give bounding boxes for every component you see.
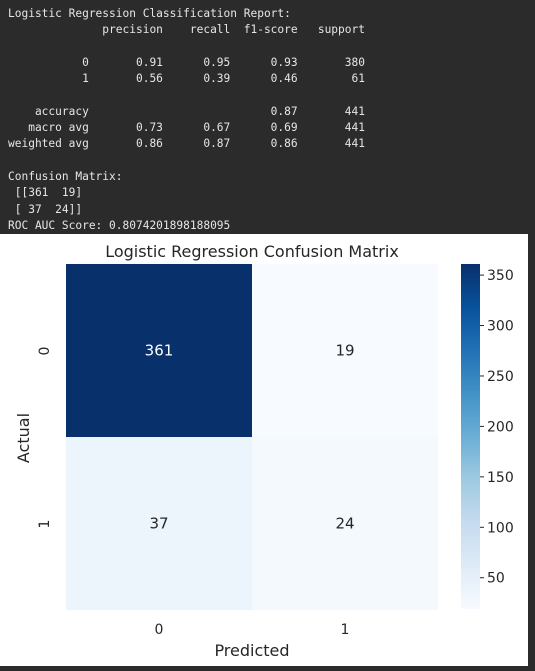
colorbar-tick-label-4: 150 <box>487 470 514 486</box>
colorbar-tick-label-5: 100 <box>487 520 514 536</box>
chart-title: Logistic Regression Confusion Matrix <box>105 242 399 261</box>
heatmap-cells <box>66 264 438 610</box>
colorbar-tick-label-3: 200 <box>487 419 514 435</box>
y-tick-label-0: 0 <box>37 347 53 356</box>
colorbar-ticks: 350 300 250 200 150 100 50 <box>480 268 514 587</box>
heatmap-cell-r0-c0 <box>66 264 252 437</box>
y-axis-label: Actual <box>14 413 33 463</box>
confusion-matrix-figure: Logistic Regression Confusion Matrix 361… <box>0 234 528 666</box>
colorbar-tick-label-0: 350 <box>487 268 514 284</box>
x-tick-label-1: 1 <box>341 622 350 638</box>
heatmap-cell-r0-c1 <box>252 264 438 437</box>
heatmap-cell-r1-c1 <box>252 437 438 610</box>
heatmap-value-r0-c1: 19 <box>335 342 354 360</box>
y-tick-label-1: 1 <box>37 520 53 529</box>
x-axis-label: Predicted <box>214 641 289 660</box>
colorbar-tick-label-2: 250 <box>487 369 514 385</box>
heatmap-cell-labels: 361 19 37 24 <box>145 342 355 533</box>
colorbar-tick-label-6: 50 <box>487 571 505 587</box>
console-output: Logistic Regression Classification Repor… <box>0 0 535 234</box>
colorbar-tick-label-1: 300 <box>487 319 514 335</box>
x-tick-label-0: 0 <box>155 622 164 638</box>
heatmap-value-r0-c0: 361 <box>145 342 174 360</box>
heatmap-value-r1-c0: 37 <box>149 515 168 533</box>
console-text: Logistic Regression Classification Repor… <box>8 7 365 232</box>
colorbar <box>461 264 480 609</box>
confusion-matrix-plot: Logistic Regression Confusion Matrix 361… <box>14 242 514 660</box>
heatmap-value-r1-c1: 24 <box>335 515 354 533</box>
heatmap-cell-r1-c0 <box>66 437 252 610</box>
